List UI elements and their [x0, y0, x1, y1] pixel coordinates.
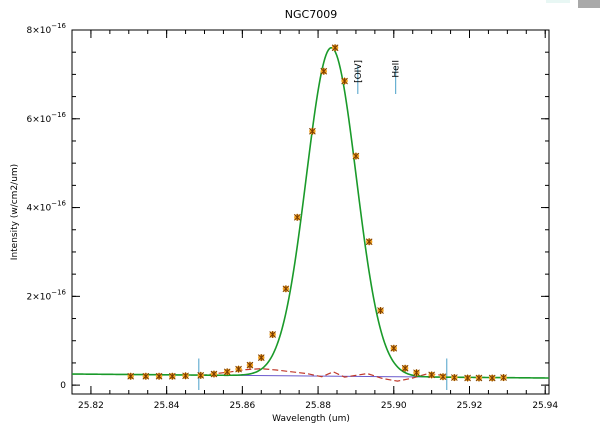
data-point	[282, 285, 290, 293]
data-point	[390, 344, 398, 352]
data-point	[168, 372, 176, 380]
line-id-label: HeII	[392, 60, 402, 78]
data-point	[223, 368, 231, 376]
y-tick-label: 4×10−16	[26, 200, 66, 214]
x-tick-label: 25.90	[381, 401, 407, 411]
data-point	[341, 77, 348, 85]
data-point	[464, 374, 471, 382]
corner-swatch-dark	[578, 0, 600, 8]
x-tick-label: 25.84	[154, 401, 180, 411]
data-point	[488, 374, 496, 382]
data-point	[257, 354, 265, 362]
data-point	[320, 67, 328, 75]
x-tick-label: 25.86	[229, 401, 255, 411]
x-tick-label: 25.94	[532, 401, 558, 411]
plot-frame	[71, 29, 550, 395]
data-point	[451, 374, 458, 382]
data-point	[155, 372, 163, 380]
data-point	[142, 372, 150, 380]
line-id-label: [OIV]	[354, 60, 364, 83]
y-axis-title: Intensity (w/cm2/um)	[10, 164, 20, 260]
observed-points	[127, 44, 507, 382]
data-point	[210, 370, 218, 378]
data-point	[293, 213, 301, 221]
data-point	[401, 364, 409, 372]
data-point	[428, 371, 435, 379]
corner-swatch-light	[546, 0, 570, 3]
data-point	[309, 127, 316, 135]
line-id-markers: [OIV] HeII	[354, 60, 402, 94]
gaussian-fit-curve	[71, 46, 550, 379]
data-point	[182, 372, 189, 380]
data-point	[331, 44, 339, 52]
data-point	[127, 372, 135, 380]
x-axis: 25.82 25.84 25.86 25.88 25.90 25.92 25.94	[78, 30, 558, 411]
y-tick-label: 0	[60, 381, 66, 391]
x-axis-title: Wavelength (um)	[272, 414, 350, 424]
chart-title: NGC7009	[285, 8, 337, 21]
data-point	[439, 373, 447, 381]
data-point	[377, 307, 384, 315]
plot-area	[71, 44, 550, 382]
x-tick-label: 25.88	[305, 401, 331, 411]
data-point	[475, 374, 483, 382]
y-tick-label: 6×10−16	[26, 111, 66, 125]
data-point	[246, 361, 254, 369]
data-point	[269, 331, 276, 339]
y-tick-label: 8×10−16	[26, 22, 66, 36]
data-point	[500, 374, 507, 382]
x-tick-label: 25.92	[457, 401, 483, 411]
data-point	[365, 238, 373, 246]
y-tick-label: 2×10−16	[26, 288, 66, 302]
data-point	[235, 365, 242, 373]
data-point	[197, 371, 205, 379]
residual-curve	[200, 368, 447, 382]
x-tick-label: 25.82	[78, 401, 104, 411]
y-axis: 0 2×10−16 4×10−16 6×10−16 8×10−16	[26, 22, 549, 391]
data-point	[413, 369, 420, 377]
data-point	[352, 152, 360, 160]
